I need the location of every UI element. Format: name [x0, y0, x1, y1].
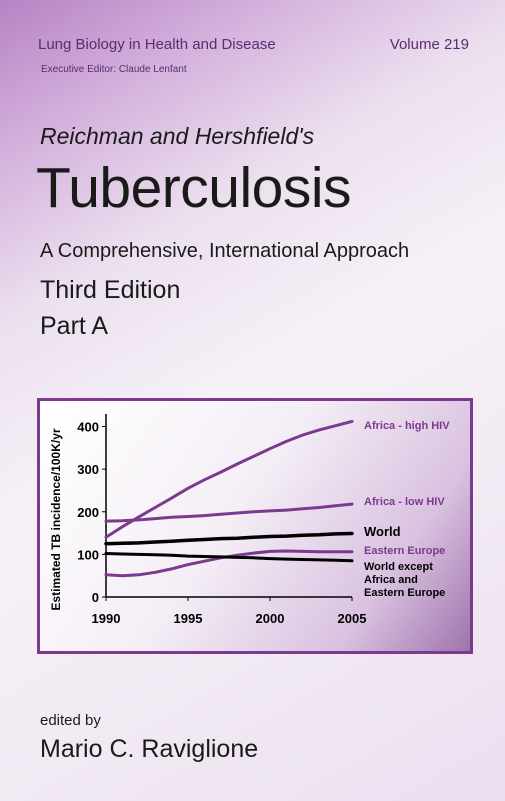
- executive-editor: Executive Editor: Claude Lenfant: [41, 64, 187, 75]
- series-label: Africa - high HIV: [364, 420, 450, 432]
- series-name: Lung Biology in Health and Disease: [38, 36, 276, 53]
- y-tick-label: 300: [77, 462, 99, 477]
- volume-number: Volume 219: [389, 36, 469, 53]
- edition-label: Third Edition: [40, 276, 181, 304]
- editor-name: Mario C. Raviglione: [40, 735, 259, 763]
- chart-svg: 0 100 200 300 400 1990 1995 2000 2005 Estimated T…: [49, 414, 450, 626]
- x-tick-label: 2000: [256, 611, 285, 626]
- edited-by-label: edited by: [40, 712, 101, 729]
- series-line-world: [104, 531, 354, 546]
- title-author-line: Reichman and Hershfield's: [40, 123, 315, 149]
- series-label: Eastern Europe: [364, 587, 445, 599]
- x-tick-label: 2005: [338, 611, 367, 626]
- book-subtitle: A Comprehensive, International Approach: [40, 240, 410, 262]
- part-label: Part A: [40, 312, 109, 340]
- series-line-world-except-africa-and-eastern-europe: [104, 552, 354, 563]
- y-tick-label: 200: [77, 505, 99, 520]
- cover-chart: 0 100 200 300 400 1990 1995 2000 2005 Estimated T…: [37, 398, 473, 654]
- series-line-africa-high-hiv: [104, 419, 354, 539]
- x-tick-label: 1995: [174, 611, 203, 626]
- series-line-africa-low-hiv: [104, 502, 354, 523]
- y-axis-label: Estimated TB incidence/100K/yr: [49, 428, 63, 610]
- y-tick-label: 100: [77, 547, 99, 562]
- y-tick-label: 0: [92, 590, 99, 605]
- series-label: Africa and: [364, 574, 418, 586]
- y-tick-label: 400: [77, 420, 99, 435]
- series-label: Eastern Europe: [364, 545, 445, 557]
- series-label: World: [364, 524, 401, 539]
- book-title: Tuberculosis: [36, 156, 352, 220]
- x-tick-label: 1990: [92, 611, 121, 626]
- series-label: World except: [364, 561, 433, 573]
- series-label: Africa - low HIV: [364, 496, 445, 508]
